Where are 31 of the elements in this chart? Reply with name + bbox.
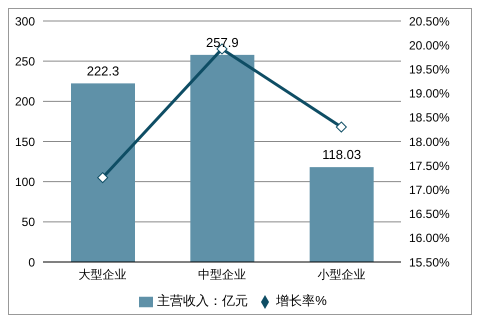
y2-tick-label: 19.50% [409, 62, 450, 76]
y-tick-label: 150 [14, 134, 36, 149]
y2-tick-label: 17.50% [409, 158, 450, 173]
x-tick-label: 中型企业 [198, 268, 246, 282]
y2-tick-label: 20.00% [409, 38, 450, 52]
y2-tick-label: 17.00% [409, 182, 450, 197]
data-label: 118.03 [322, 147, 362, 162]
y2-tick-label: 16.00% [409, 231, 450, 246]
y-tick-label: 200 [14, 94, 36, 109]
y-tick-label: 50 [22, 215, 36, 230]
bar [310, 167, 374, 262]
data-label: 222.3 [86, 63, 120, 78]
y2-tick-label: 16.50% [409, 207, 450, 222]
legend-label: 主营收入：亿元 [157, 293, 248, 308]
y-tick-label: 300 [14, 14, 36, 28]
bar [190, 54, 254, 262]
x-tick-label: 大型企业 [78, 268, 127, 282]
y2-tick-label: 15.50% [409, 255, 450, 270]
y2-tick-label: 19.00% [409, 86, 450, 101]
y2-tick-label: 18.50% [409, 110, 450, 125]
legend-label: 增长率% [276, 293, 327, 308]
x-tick-label: 小型企业 [317, 268, 366, 282]
y2-tick-label: 20.50% [409, 14, 450, 28]
data-label: 257.9 [206, 34, 239, 50]
y2-tick-label: 18.00% [409, 134, 450, 149]
y-tick-label: 0 [28, 255, 36, 270]
bar [71, 83, 135, 262]
point [336, 122, 347, 133]
point [97, 172, 108, 184]
y-tick-label: 250 [14, 54, 36, 68]
y-tick-label: 100 [14, 174, 36, 189]
